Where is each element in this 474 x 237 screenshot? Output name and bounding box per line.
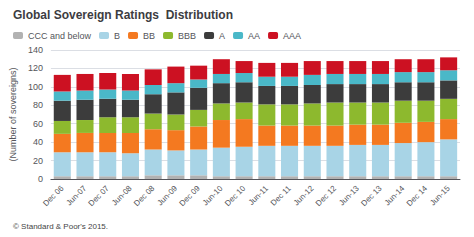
svg-text:100: 100 — [28, 82, 43, 92]
svg-text:Dec 11: Dec 11 — [269, 183, 293, 207]
svg-text:Jun-12: Jun-12 — [292, 183, 316, 207]
svg-text:Dec 14: Dec 14 — [405, 183, 430, 208]
svg-text:B: B — [114, 31, 120, 41]
svg-text:80: 80 — [33, 100, 43, 110]
svg-text:Jun-10: Jun-10 — [201, 183, 225, 207]
svg-text:Jun-07: Jun-07 — [65, 183, 89, 207]
svg-text:© Standard & Poor's 2015.: © Standard & Poor's 2015. — [13, 222, 108, 231]
svg-text:Dec 09: Dec 09 — [178, 183, 203, 208]
svg-text:Dec 13: Dec 13 — [359, 183, 384, 208]
svg-text:(Number of sovereigns): (Number of sovereigns) — [8, 67, 18, 161]
svg-text:BB: BB — [143, 31, 155, 41]
svg-text:Dec 07: Dec 07 — [87, 183, 112, 208]
svg-text:60: 60 — [33, 119, 43, 129]
svg-text:Dec 08: Dec 08 — [132, 183, 157, 208]
svg-text:Jun-11: Jun-11 — [247, 183, 271, 207]
svg-text:0: 0 — [38, 174, 43, 184]
svg-text:140: 140 — [28, 45, 43, 55]
svg-text:A: A — [219, 31, 225, 41]
svg-text:Global Sovereign Ratings Dist: Global Sovereign Ratings Distribution — [13, 8, 233, 22]
svg-text:Jun-13: Jun-13 — [337, 183, 361, 207]
svg-text:Jun-09: Jun-09 — [155, 183, 179, 207]
svg-text:Jun-08: Jun-08 — [110, 183, 134, 207]
svg-text:Dec 06: Dec 06 — [41, 183, 66, 208]
svg-text:20: 20 — [33, 156, 43, 166]
svg-text:Dec 10: Dec 10 — [223, 183, 248, 208]
svg-text:BBB: BBB — [178, 31, 196, 41]
svg-text:40: 40 — [33, 137, 43, 147]
svg-text:CCC and below: CCC and below — [28, 31, 92, 41]
svg-text:Dec 12: Dec 12 — [314, 183, 339, 208]
svg-text:Jun-14: Jun-14 — [383, 183, 407, 207]
svg-text:Jun-15: Jun-15 — [428, 183, 452, 207]
svg-text:120: 120 — [28, 63, 43, 73]
svg-text:AA: AA — [248, 31, 260, 41]
svg-text:AAA: AAA — [283, 31, 301, 41]
